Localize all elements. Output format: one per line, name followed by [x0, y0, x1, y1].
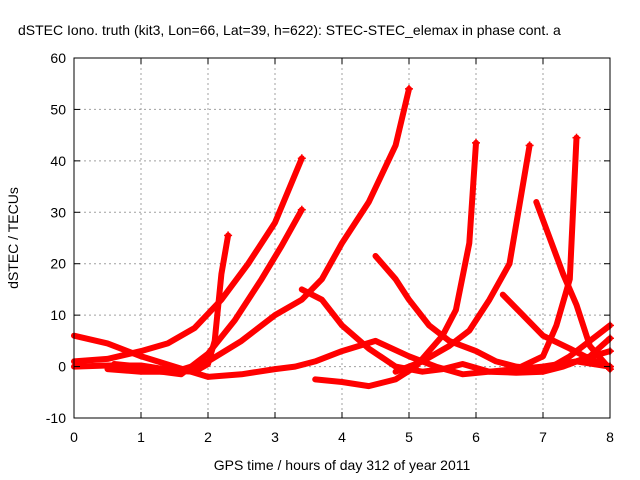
grid [74, 58, 610, 418]
x-tick-label: 2 [204, 429, 212, 445]
x-tick-label: 4 [338, 429, 346, 445]
x-tick-label: 8 [606, 429, 614, 445]
series-line [513, 134, 580, 373]
series-9 [392, 141, 534, 375]
series-line [111, 206, 305, 378]
y-tick-label: 20 [50, 256, 66, 272]
y-axis-label: dSTEC / TECUs [5, 187, 21, 289]
y-tick-label: 50 [50, 101, 66, 117]
chart-title: dSTEC Iono. truth (kit3, Lon=66, Lat=39,… [18, 22, 561, 38]
y-tick-label: 10 [50, 307, 66, 323]
series-layer [71, 84, 614, 390]
x-tick-label: 0 [70, 429, 78, 445]
y-tick-label: 0 [58, 359, 66, 375]
x-tick-label: 1 [137, 429, 145, 445]
x-tick-label: 7 [539, 429, 547, 445]
series-line [499, 291, 613, 370]
x-tick-label: 6 [472, 429, 480, 445]
y-tick-label: -10 [46, 410, 66, 426]
series-3 [71, 154, 306, 365]
y-tick-label: 40 [50, 153, 66, 169]
series-line [71, 155, 305, 365]
y-tick-label: 30 [50, 204, 66, 220]
series-line [392, 142, 533, 375]
series-4 [111, 205, 306, 378]
series-11 [513, 133, 581, 373]
series-line [540, 322, 613, 375]
x-tick-label: 3 [271, 429, 279, 445]
series-line [372, 253, 613, 373]
series-line [533, 199, 613, 373]
x-tick-label: 5 [405, 429, 413, 445]
series-line [104, 85, 412, 375]
series-5 [104, 84, 413, 375]
y-tick-label: 60 [50, 50, 66, 66]
x-axis-label: GPS time / hours of day 312 of year 2011 [214, 457, 471, 473]
